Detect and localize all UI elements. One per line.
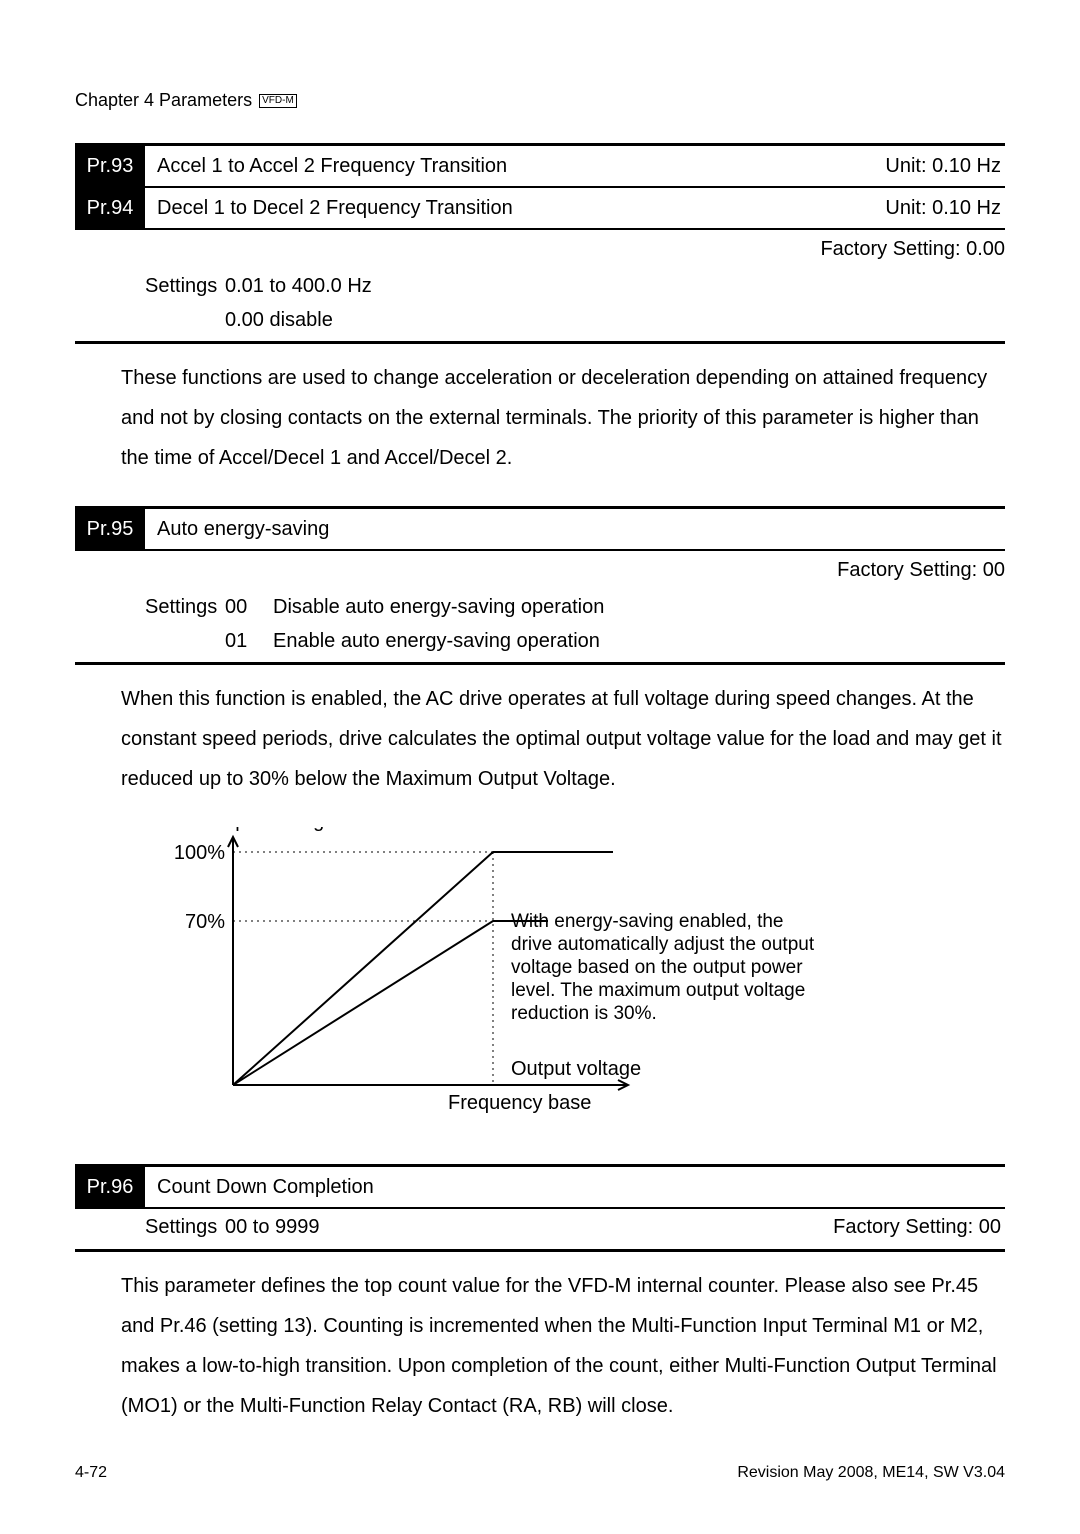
pr94-tag: Pr.94 [75, 188, 145, 228]
pr95-body: When this function is enabled, the AC dr… [121, 679, 1005, 799]
pr94-unit: Unit: 0.10 Hz [885, 197, 1005, 220]
page-footer: 4-72 Revision May 2008, ME14, SW V3.04 [75, 1464, 1005, 1482]
pr96-header: Pr.96 Count Down Completion [75, 1164, 1005, 1209]
pr93-94-body: These functions are used to change accel… [121, 358, 1005, 478]
pr95-opt1-code: 01 [225, 624, 273, 658]
diagram-y70: 70% [185, 911, 225, 933]
pr93-94-factory: Factory Setting: 0.00 [75, 238, 1005, 261]
pr95-tag: Pr.95 [75, 509, 145, 549]
pr96-title: Count Down Completion [145, 1176, 1005, 1199]
footer-right: Revision May 2008, ME14, SW V3.04 [737, 1464, 1005, 1482]
diagram-note1: With energy-saving enabled, the [511, 911, 784, 932]
pr96-row: Pr.96 Count Down Completion [75, 1167, 1005, 1209]
diagram-note2: drive automatically adjust the output [511, 934, 815, 955]
diagram-svg: Output Voltage 100% 70% With energy-savi… [153, 827, 923, 1137]
chapter-text: Chapter 4 Parameters [75, 90, 252, 110]
pr93-row: Pr.93 Accel 1 to Accel 2 Frequency Trans… [75, 146, 1005, 188]
footer-left: 4-72 [75, 1464, 107, 1482]
pr95-factory: Factory Setting: 00 [75, 559, 1005, 582]
pr93-94-settings-range: 0.01 to 400.0 Hz [225, 269, 1005, 303]
pr93-94-settings-label: Settings [75, 269, 225, 303]
diagram-outv: Output voltage [511, 1058, 641, 1080]
energy-saving-diagram: Output Voltage 100% 70% With energy-savi… [153, 827, 1005, 1142]
diagram-freqbase: Frequency base [448, 1092, 591, 1114]
pr93-94-settings-disable: 0.00 disable [225, 303, 1005, 337]
pr93-tag: Pr.93 [75, 146, 145, 186]
pr96-body: This parameter defines the top count val… [121, 1266, 1005, 1426]
diagram-note4: level. The maximum output voltage [511, 980, 805, 1001]
pr95-settings: Settings 00 Disable auto energy-saving o… [75, 590, 1005, 665]
pr95-row: Pr.95 Auto energy-saving [75, 509, 1005, 551]
pr93-94-header: Pr.93 Accel 1 to Accel 2 Frequency Trans… [75, 143, 1005, 230]
diagram-note3: voltage based on the output power [511, 957, 803, 978]
pr96-settings: Settings 00 to 9999 Factory Setting: 00 [75, 1209, 1005, 1252]
pr96-settings-label: Settings [75, 1209, 225, 1245]
pr95-opt0-code: 00 [225, 590, 273, 624]
pr95-header: Pr.95 Auto energy-saving [75, 506, 1005, 551]
chapter-vfd-box: VFD-M [259, 94, 297, 108]
pr96-tag: Pr.96 [75, 1167, 145, 1207]
diagram-note5: reduction is 30%. [511, 1003, 657, 1024]
diagram-axis-title: Output Voltage [203, 827, 335, 832]
pr94-title: Decel 1 to Decel 2 Frequency Transition [145, 197, 885, 220]
chapter-header: Chapter 4 Parameters VFD-M [75, 90, 1005, 111]
pr94-row: Pr.94 Decel 1 to Decel 2 Frequency Trans… [75, 188, 1005, 230]
pr96-factory: Factory Setting: 00 [833, 1209, 1005, 1245]
pr96-settings-range: 00 to 9999 [225, 1209, 833, 1245]
pr95-settings-label: Settings [75, 590, 225, 624]
pr93-94-settings: Settings 0.01 to 400.0 Hz 0.00 disable [75, 269, 1005, 344]
pr93-unit: Unit: 0.10 Hz [885, 155, 1005, 178]
pr95-opt1-text: Enable auto energy-saving operation [273, 624, 1005, 658]
pr95-title: Auto energy-saving [145, 518, 1005, 541]
pr95-opt0-text: Disable auto energy-saving operation [273, 590, 1005, 624]
diagram-y100: 100% [174, 842, 225, 864]
pr93-title: Accel 1 to Accel 2 Frequency Transition [145, 155, 885, 178]
